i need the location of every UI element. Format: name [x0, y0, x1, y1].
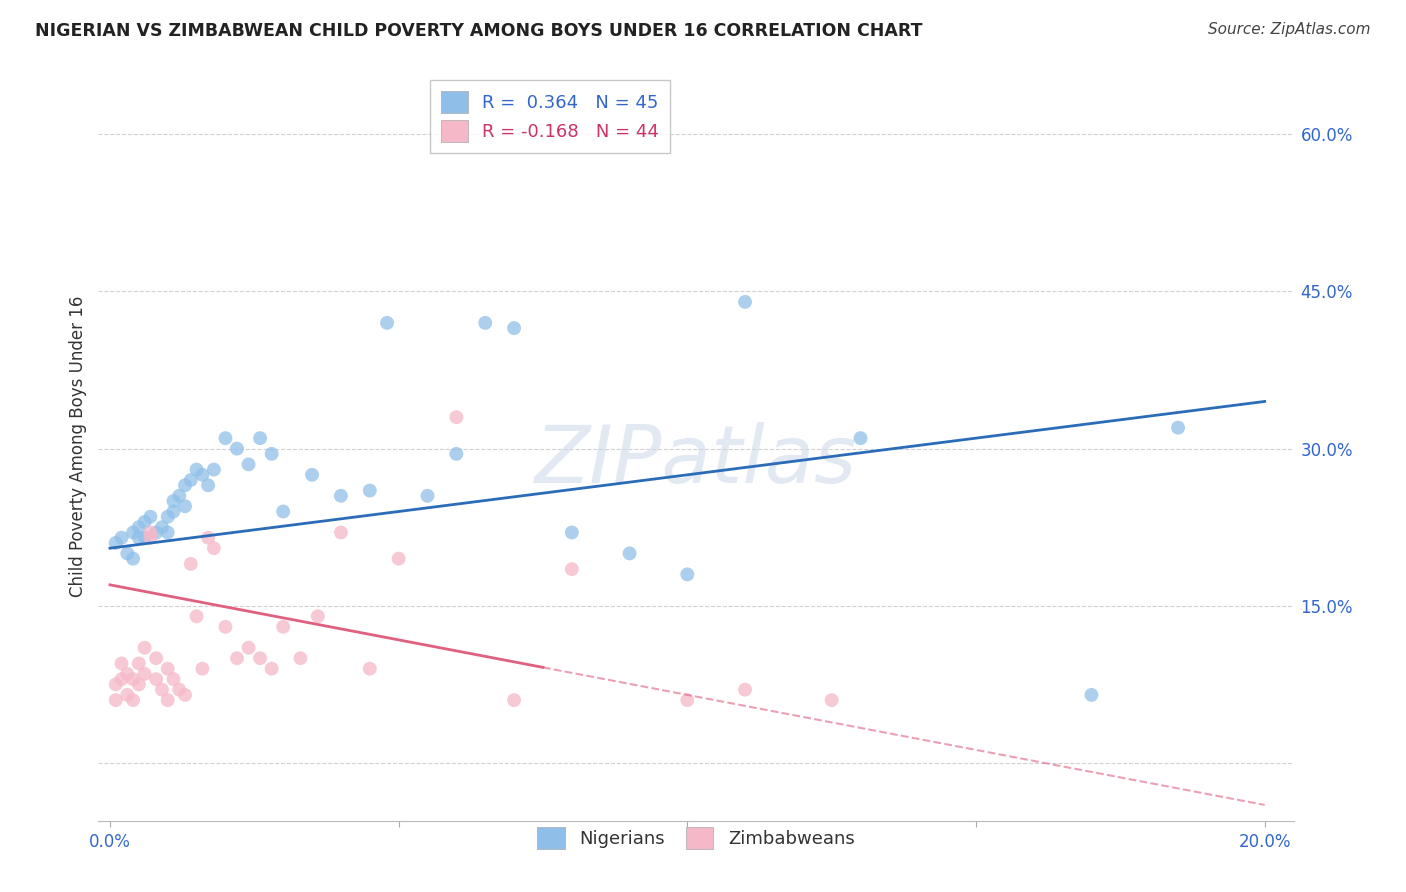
Point	[446, 447, 468, 461]
Point	[180, 473, 202, 487]
Point	[1080, 688, 1102, 702]
Point	[117, 546, 139, 560]
Point	[134, 515, 156, 529]
Point	[110, 657, 132, 671]
Point	[619, 546, 641, 560]
Point	[260, 447, 283, 461]
Point	[162, 672, 184, 686]
Point	[307, 609, 329, 624]
Point	[128, 531, 150, 545]
Point	[474, 316, 496, 330]
Point	[197, 478, 219, 492]
Point	[226, 651, 249, 665]
Point	[271, 620, 294, 634]
Point	[156, 525, 179, 540]
Point	[122, 693, 145, 707]
Point	[145, 651, 167, 665]
Point	[503, 321, 526, 335]
Point	[180, 557, 202, 571]
Point	[1167, 420, 1189, 434]
Point	[139, 509, 162, 524]
Point	[186, 462, 208, 476]
Point	[202, 541, 225, 556]
Point	[388, 551, 411, 566]
Point	[849, 431, 872, 445]
Point	[150, 682, 173, 697]
Point	[202, 462, 225, 476]
Point	[676, 567, 699, 582]
Point	[162, 504, 184, 518]
Point	[197, 531, 219, 545]
Point	[156, 693, 179, 707]
Text: NIGERIAN VS ZIMBABWEAN CHILD POVERTY AMONG BOYS UNDER 16 CORRELATION CHART: NIGERIAN VS ZIMBABWEAN CHILD POVERTY AMO…	[35, 22, 922, 40]
Point	[145, 672, 167, 686]
Point	[416, 489, 439, 503]
Point	[174, 500, 197, 514]
Point	[446, 410, 468, 425]
Point	[191, 467, 214, 482]
Point	[134, 667, 156, 681]
Point	[329, 489, 352, 503]
Point	[676, 693, 699, 707]
Point	[128, 657, 150, 671]
Point	[238, 458, 260, 472]
Point	[359, 662, 381, 676]
Legend: Nigerians, Zimbabweans: Nigerians, Zimbabweans	[530, 820, 862, 856]
Point	[104, 677, 127, 691]
Point	[134, 531, 156, 545]
Point	[117, 688, 139, 702]
Y-axis label: Child Poverty Among Boys Under 16: Child Poverty Among Boys Under 16	[69, 295, 87, 597]
Point	[186, 609, 208, 624]
Point	[110, 531, 132, 545]
Point	[561, 525, 583, 540]
Point	[301, 467, 323, 482]
Point	[139, 531, 162, 545]
Point	[110, 672, 132, 686]
Point	[734, 682, 756, 697]
Point	[117, 667, 139, 681]
Point	[122, 551, 145, 566]
Point	[128, 677, 150, 691]
Point	[122, 525, 145, 540]
Point	[156, 509, 179, 524]
Point	[249, 651, 271, 665]
Point	[145, 525, 167, 540]
Point	[238, 640, 260, 655]
Point	[156, 662, 179, 676]
Point	[104, 693, 127, 707]
Text: ZIPatlas: ZIPatlas	[534, 422, 858, 500]
Point	[139, 525, 162, 540]
Point	[104, 536, 127, 550]
Point	[174, 478, 197, 492]
Point	[167, 489, 190, 503]
Point	[191, 662, 214, 676]
Point	[820, 693, 842, 707]
Point	[150, 520, 173, 534]
Point	[226, 442, 249, 456]
Point	[359, 483, 381, 498]
Point	[162, 494, 184, 508]
Point	[249, 431, 271, 445]
Point	[260, 662, 283, 676]
Point	[174, 688, 197, 702]
Text: Source: ZipAtlas.com: Source: ZipAtlas.com	[1208, 22, 1371, 37]
Point	[167, 682, 190, 697]
Point	[375, 316, 398, 330]
Point	[271, 504, 294, 518]
Point	[734, 294, 756, 309]
Point	[503, 693, 526, 707]
Point	[329, 525, 352, 540]
Point	[290, 651, 312, 665]
Point	[561, 562, 583, 576]
Point	[134, 640, 156, 655]
Point	[122, 672, 145, 686]
Point	[214, 620, 236, 634]
Point	[128, 520, 150, 534]
Point	[214, 431, 236, 445]
